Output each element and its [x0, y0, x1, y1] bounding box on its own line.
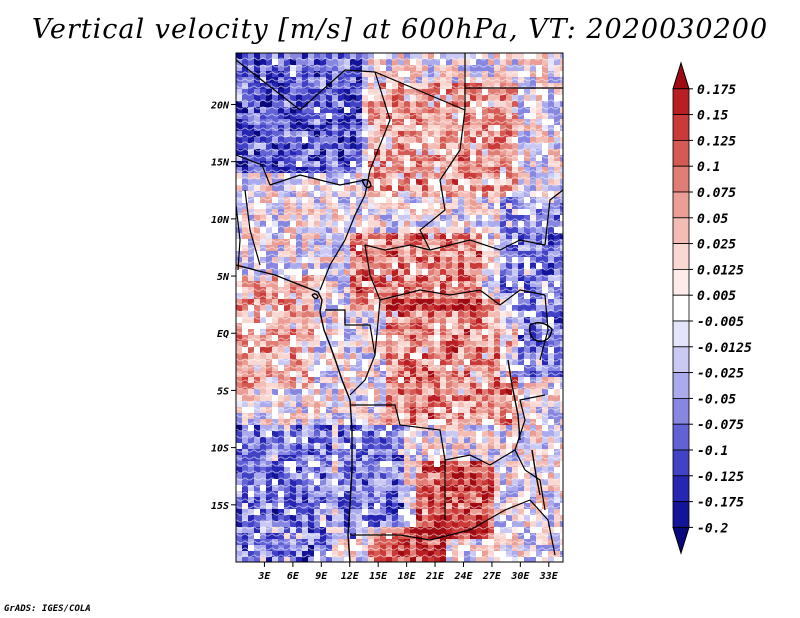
longitude-axis: 3E 6E 9E 12E 15E 18E 21E 24E 27E 30E 33E [257, 562, 559, 582]
colorbar-label: -0.2 [697, 521, 728, 536]
border-uganda-kenya [539, 294, 549, 361]
x-tick-label: 15E [369, 571, 388, 582]
x-tick-label: 3E [257, 571, 271, 582]
border-congo [349, 299, 381, 396]
border-libya-chad [374, 71, 466, 111]
colorbar-label: -0.1 [697, 444, 728, 459]
colorbar-label: 0.175 [697, 83, 736, 98]
colorbar-label: -0.005 [697, 315, 744, 330]
y-tick-label: 10S [211, 444, 229, 455]
x-tick-label: 27E [482, 571, 502, 582]
y-tick-label: 10N [211, 215, 230, 226]
grads-credit: GrADS: IGES/COLA [4, 604, 91, 614]
map-frame [235, 52, 564, 563]
bioko-island [311, 293, 319, 300]
border-angola-drc [350, 404, 446, 461]
y-tick-label: 5N [217, 272, 230, 283]
colorbar-label: 0.075 [697, 186, 736, 201]
colorbar-swatch [672, 397, 690, 425]
colorbar-swatch [672, 526, 690, 555]
colorbar-swatch [672, 501, 690, 528]
border-nigeria-cameroon [319, 194, 366, 291]
x-tick-label: 24E [453, 571, 473, 582]
border-niger-nigeria [269, 174, 366, 186]
border-niger-chad [364, 71, 391, 196]
lake-chad [361, 178, 372, 189]
colorbar-label: -0.05 [697, 392, 736, 407]
y-tick-label: 5S [217, 386, 229, 397]
border-drc-zambia [444, 449, 526, 471]
border-car-drc [379, 289, 501, 306]
colorbar-label: 0.05 [697, 212, 728, 227]
border-sudan-southsudan [429, 239, 546, 251]
border-mali-niger [236, 154, 271, 186]
border-chad-sudan [419, 109, 466, 251]
colorbar-swatch [672, 61, 690, 90]
border-gabon [325, 309, 376, 356]
colorbar-swatch [672, 268, 690, 296]
colorbar-swatch [672, 320, 690, 348]
colorbar-label: 0.15 [697, 109, 728, 124]
colorbar-swatch [672, 191, 690, 219]
colorbar-swatch [672, 165, 690, 193]
colorbar-swatch [672, 475, 690, 502]
colorbar-label: 0.0125 [697, 263, 744, 278]
colorbar-swatch [672, 139, 690, 167]
colorbar-label: 0.025 [697, 238, 736, 253]
colorbar-label: -0.175 [697, 496, 744, 511]
border-malawi [524, 469, 546, 511]
border-southsudan-drc [499, 289, 546, 306]
colorbar-swatch [672, 423, 690, 451]
field-texture [236, 53, 563, 562]
colorbar-swatch [672, 243, 690, 270]
gulf-of-guinea-coast [236, 264, 353, 562]
lake-malawi [531, 449, 541, 496]
colorbar-swatch [672, 294, 690, 322]
map-title: Vertical velocity [m/s] at 600hPa, VT: 2… [31, 14, 769, 45]
colorbar-label: -0.125 [697, 470, 744, 485]
coastline [236, 178, 553, 562]
colorbar-label: 0.005 [697, 289, 736, 304]
colorbar-swatch [672, 372, 690, 399]
colorbar-swatch [672, 346, 690, 373]
x-tick-label: 21E [425, 571, 445, 582]
colorbar-swatch [672, 217, 690, 245]
y-tick-label: 20N [210, 100, 230, 111]
x-tick-label: 30E [510, 571, 530, 582]
colorbar-swatch [672, 88, 690, 116]
colorbar-label: -0.075 [697, 418, 744, 433]
y-tick-label: 15S [211, 501, 229, 512]
border-ghana [236, 204, 241, 271]
lake-victoria [528, 322, 553, 342]
lake-tanganyika [507, 359, 521, 441]
y-tick-label: 15N [211, 158, 230, 169]
colorbar-label: -0.0125 [697, 341, 752, 356]
border-angola-namibia [350, 534, 431, 541]
x-tick-label: 33E [539, 571, 559, 582]
border-chad-car [364, 244, 431, 251]
colorbar-label: 0.1 [697, 160, 720, 175]
latitude-axis: 20N 15N 10N 5N EQ 5S 10S 15S [210, 100, 236, 512]
colorbar-label: 0.125 [697, 134, 736, 149]
border-algeria-niger [236, 59, 376, 111]
border-benin-togo [244, 189, 261, 266]
border-cameroon-car [364, 244, 381, 301]
colorbar: 0.175 0.15 0.125 0.1 0.075 0.05 0.025 0.0125 0.0… [672, 61, 752, 555]
x-tick-label: 6E [287, 571, 300, 582]
x-tick-label: 9E [315, 571, 328, 582]
colorbar-swatch [672, 449, 690, 477]
country-borders [236, 53, 563, 556]
y-tick-label: EQ [217, 329, 229, 340]
border-zambia-zimbabwe [429, 499, 531, 541]
border-mozambique [529, 499, 556, 556]
x-tick-label: 12E [341, 571, 360, 582]
colorbar-label: -0.025 [697, 367, 744, 382]
x-tick-label: 18E [398, 571, 417, 582]
border-ethiopia [544, 189, 563, 246]
colorbar-swatch [672, 114, 690, 141]
